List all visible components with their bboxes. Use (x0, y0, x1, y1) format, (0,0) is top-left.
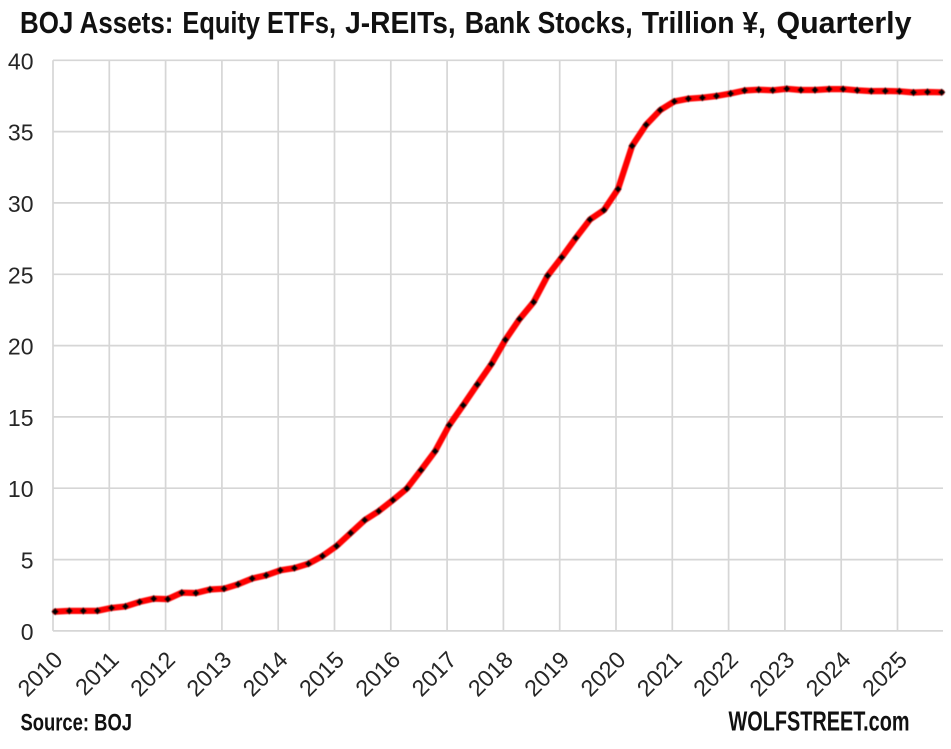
svg-text:BOJ Assets:: BOJ Assets: (20, 5, 173, 40)
svg-text:WOLFSTREET.com: WOLFSTREET.com (729, 706, 910, 737)
svg-text:J-REITs,: J-REITs, (345, 5, 456, 40)
svg-text:40: 40 (8, 48, 34, 74)
svg-text:Source: BOJ: Source: BOJ (21, 710, 133, 737)
svg-text:0: 0 (21, 619, 34, 645)
svg-text:25: 25 (8, 262, 34, 288)
svg-text:Bank Stocks,: Bank Stocks, (465, 5, 633, 40)
svg-text:Trillion ¥,: Trillion ¥, (642, 5, 766, 40)
svg-text:10: 10 (8, 476, 34, 502)
svg-text:35: 35 (8, 120, 34, 146)
svg-text:15: 15 (8, 405, 34, 431)
svg-text:30: 30 (8, 191, 34, 217)
svg-text:Quarterly: Quarterly (777, 5, 913, 40)
svg-text:5: 5 (21, 548, 34, 574)
svg-text:Equity ETFs,: Equity ETFs, (182, 5, 336, 40)
svg-text:20: 20 (8, 334, 34, 360)
